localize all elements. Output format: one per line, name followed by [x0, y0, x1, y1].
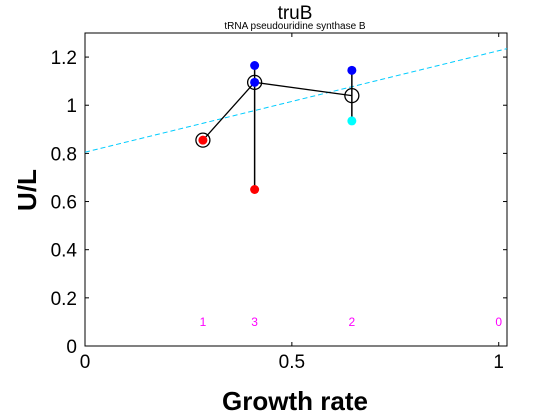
- y-tick-label: 0.4: [51, 241, 78, 262]
- x-axis-label: Growth rate: [222, 386, 368, 416]
- plot-area: 0 0.5 1 0 0.2 0.4 0.6 0.8 1 1.2 1 3 2 0: [51, 32, 508, 373]
- annotation-label: 3: [251, 315, 258, 329]
- x-tick-label: 0: [80, 352, 91, 373]
- mean-point: [246, 74, 263, 91]
- annotation-label: 0: [495, 315, 502, 329]
- y-tick-label: 0.2: [51, 289, 77, 310]
- mean-point: [344, 87, 360, 104]
- y-tick-label: 0.6: [51, 193, 77, 214]
- y-tick-label: 1.2: [51, 48, 77, 69]
- annotation-label: 2: [349, 315, 356, 329]
- replicate-point: [198, 135, 208, 145]
- x-tick-label: 1: [493, 352, 504, 373]
- y-tick-label: 0: [66, 337, 77, 358]
- replicate-point: [250, 77, 260, 87]
- plot-frame: [84, 32, 508, 347]
- replicate-point: [347, 65, 357, 75]
- y-tick-label: 1: [66, 96, 77, 117]
- replicate-point: [250, 61, 260, 71]
- mean-point: [195, 132, 211, 148]
- chart-subtitle: tRNA pseudouridine synthase B: [224, 21, 366, 32]
- chart-title: truB: [278, 3, 313, 24]
- x-tick-label: 0.5: [279, 352, 305, 373]
- replicate-point: [250, 185, 260, 194]
- y-tick-label: 0.8: [51, 144, 77, 165]
- annotation-label: 1: [200, 315, 207, 329]
- y-axis-label: U/L: [12, 169, 42, 211]
- fit-line: [84, 48, 508, 153]
- mean-series-line: [202, 81, 352, 141]
- replicate-point: [347, 116, 357, 126]
